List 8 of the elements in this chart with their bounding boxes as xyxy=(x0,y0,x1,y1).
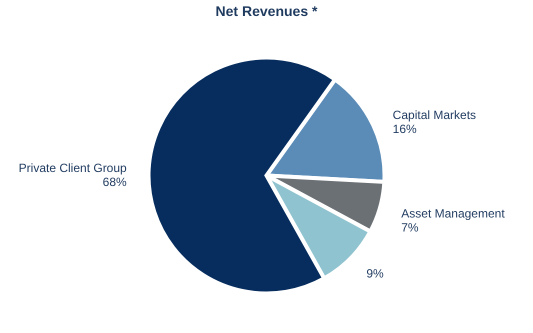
data-label: 16% xyxy=(392,122,418,136)
slice-label: Asset Management xyxy=(401,206,506,220)
chart-title: Net Revenues * xyxy=(216,3,318,19)
slice-label: Capital Markets xyxy=(392,108,476,122)
slice-label: Private Client Group xyxy=(18,160,128,175)
data-label: 68% xyxy=(102,174,128,189)
data-label: 7% xyxy=(401,220,419,234)
data-label: 9% xyxy=(366,266,384,281)
